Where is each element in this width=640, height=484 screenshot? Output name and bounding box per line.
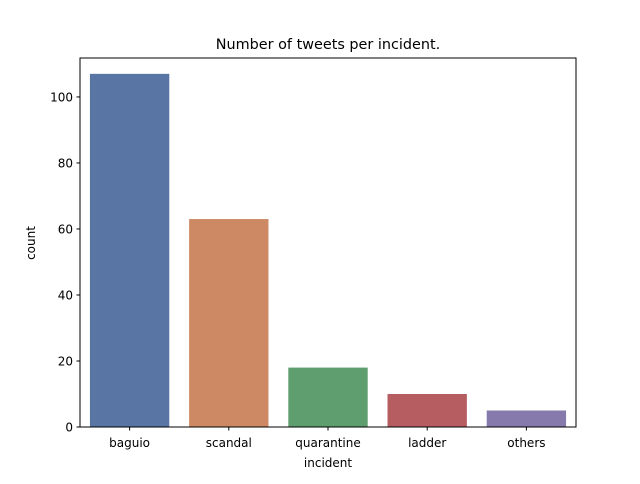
- x-tick-label: scandal: [206, 436, 252, 450]
- y-tick-label: 20: [58, 354, 73, 368]
- y-axis-label: count: [24, 226, 38, 260]
- plot-frame: [79, 57, 577, 428]
- y-tick-label: 0: [65, 421, 73, 435]
- y-tick-label: 100: [50, 90, 73, 104]
- x-tick-label: baguio: [109, 436, 150, 450]
- bar-baguio: [89, 73, 170, 427]
- x-axis-label: incident: [304, 456, 352, 470]
- y-tick-label: 80: [58, 156, 73, 170]
- x-tick-label: others: [507, 436, 545, 450]
- bar-others: [486, 410, 567, 427]
- bar-ladder: [387, 393, 467, 427]
- bar-quarantine: [288, 367, 368, 427]
- y-tick-label: 60: [58, 222, 73, 236]
- bar-scandal: [189, 219, 269, 427]
- chart-title: Number of tweets per incident.: [216, 37, 441, 53]
- x-tick-label: ladder: [408, 436, 446, 450]
- y-tick-label: 40: [58, 288, 73, 302]
- x-tick-label: quarantine: [295, 436, 361, 450]
